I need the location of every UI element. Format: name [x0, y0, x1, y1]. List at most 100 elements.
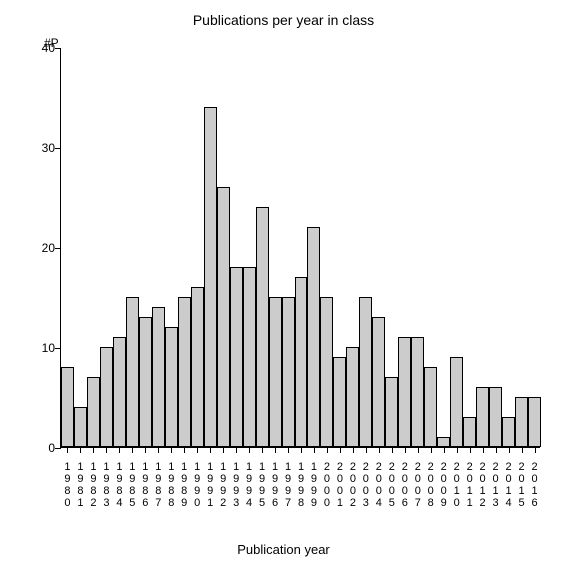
y-tick — [55, 148, 61, 149]
bar — [502, 417, 515, 447]
bar — [463, 417, 476, 447]
bar — [320, 297, 333, 447]
y-tick — [55, 48, 61, 49]
x-tick-label: 1988 — [165, 461, 177, 509]
x-tick-label: 1982 — [87, 461, 99, 509]
bar — [113, 337, 126, 447]
x-tick — [132, 447, 133, 453]
x-tick — [483, 447, 484, 453]
x-tick-label: 2011 — [464, 461, 476, 509]
x-tick-label: 2010 — [451, 461, 463, 509]
x-tick-label: 2007 — [412, 461, 424, 509]
x-tick-label: 1981 — [74, 461, 86, 509]
x-tick — [93, 447, 94, 453]
x-tick — [288, 447, 289, 453]
x-tick-label: 2015 — [516, 461, 528, 509]
x-tick — [314, 447, 315, 453]
y-tick-label: 0 — [33, 441, 55, 455]
x-tick — [327, 447, 328, 453]
x-tick-label: 1990 — [191, 461, 203, 509]
x-tick — [197, 447, 198, 453]
bar — [230, 267, 243, 447]
bar — [243, 267, 256, 447]
bar — [139, 317, 152, 447]
x-tick — [67, 447, 68, 453]
x-tick — [496, 447, 497, 453]
x-tick-label: 1993 — [230, 461, 242, 509]
x-tick — [275, 447, 276, 453]
x-tick-label: 1987 — [152, 461, 164, 509]
x-tick — [340, 447, 341, 453]
bar — [385, 377, 398, 447]
bar — [528, 397, 541, 447]
x-tick — [301, 447, 302, 453]
bar — [295, 277, 308, 447]
x-tick-label: 1986 — [139, 461, 151, 509]
x-tick-label: 2001 — [334, 461, 346, 509]
x-tick — [158, 447, 159, 453]
x-tick — [223, 447, 224, 453]
x-tick — [171, 447, 172, 453]
y-tick — [55, 248, 61, 249]
bar — [450, 357, 463, 447]
bar — [515, 397, 528, 447]
y-tick-label: 30 — [33, 141, 55, 155]
x-tick — [236, 447, 237, 453]
bar — [204, 107, 217, 447]
bar — [100, 347, 113, 447]
x-tick — [509, 447, 510, 453]
x-tick-label: 2002 — [347, 461, 359, 509]
bar — [191, 287, 204, 447]
chart-title: Publications per year in class — [0, 12, 567, 28]
x-tick — [262, 447, 263, 453]
bar — [126, 297, 139, 447]
bar — [87, 377, 100, 447]
x-tick-label: 1996 — [269, 461, 281, 509]
x-tick-label: 2008 — [425, 461, 437, 509]
plot-area: 0102030401980198119821983198419851986198… — [60, 48, 540, 448]
x-tick — [444, 447, 445, 453]
bar — [489, 387, 502, 447]
x-tick — [184, 447, 185, 453]
bar — [372, 317, 385, 447]
x-tick — [119, 447, 120, 453]
x-tick-label: 1991 — [204, 461, 216, 509]
bar — [74, 407, 87, 447]
x-tick — [353, 447, 354, 453]
y-tick-label: 40 — [33, 41, 55, 55]
bar — [61, 367, 74, 447]
y-tick-label: 10 — [33, 341, 55, 355]
x-tick — [210, 447, 211, 453]
x-tick-label: 1980 — [61, 461, 73, 509]
x-tick — [379, 447, 380, 453]
bar — [152, 307, 165, 447]
x-tick-label: 2014 — [503, 461, 515, 509]
x-tick-label: 1984 — [113, 461, 125, 509]
x-tick-label: 1989 — [178, 461, 190, 509]
x-tick-label: 1992 — [217, 461, 229, 509]
x-tick-label: 1994 — [243, 461, 255, 509]
x-tick — [535, 447, 536, 453]
bar — [437, 437, 450, 447]
x-tick-label: 2012 — [477, 461, 489, 509]
bar — [178, 297, 191, 447]
chart-container: Publications per year in class #P 010203… — [0, 0, 567, 567]
x-tick — [145, 447, 146, 453]
y-tick — [55, 348, 61, 349]
bar — [346, 347, 359, 447]
bar — [359, 297, 372, 447]
bar — [165, 327, 178, 447]
x-tick-label: 1998 — [295, 461, 307, 509]
x-tick — [106, 447, 107, 453]
x-tick — [418, 447, 419, 453]
x-tick-label: 2005 — [386, 461, 398, 509]
x-tick-label: 2006 — [399, 461, 411, 509]
bar — [333, 357, 346, 447]
x-axis-label: Publication year — [0, 542, 567, 557]
x-tick — [522, 447, 523, 453]
x-tick — [405, 447, 406, 453]
x-tick — [366, 447, 367, 453]
x-tick — [392, 447, 393, 453]
x-tick-label: 1985 — [126, 461, 138, 509]
bar — [256, 207, 269, 447]
